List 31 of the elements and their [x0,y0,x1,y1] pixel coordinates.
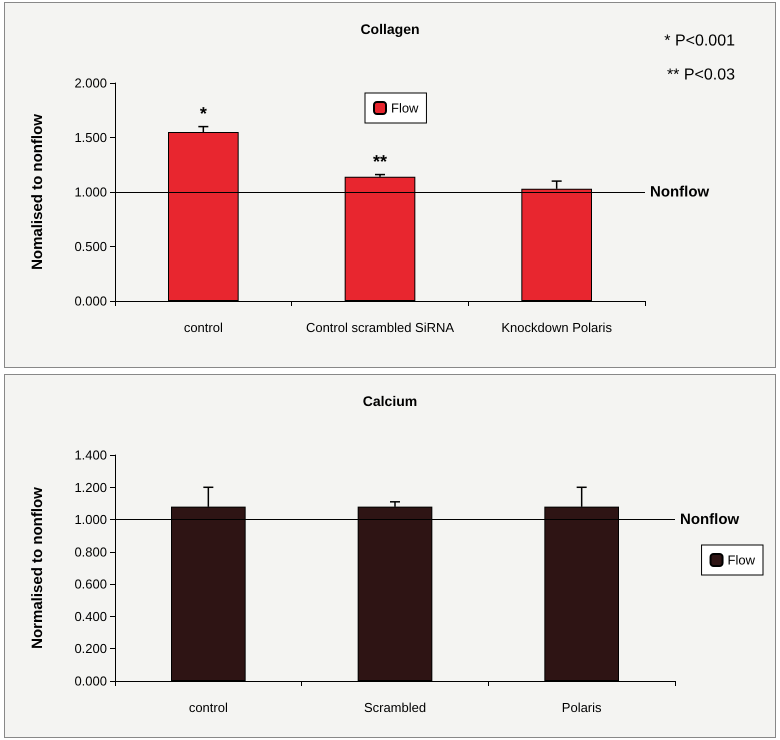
ref-line-label: Nonflow [650,184,710,200]
x-tick-label: Knockdown Polaris [501,320,612,335]
y-tick-label: 1.000 [74,512,107,528]
y-tick-label: 0.000 [74,294,107,308]
y-tick-label: 2.000 [74,76,107,90]
x-tick-label: Control scrambled SiRNA [306,320,454,335]
x-tick-label: control [184,320,223,335]
legend-label: Flow [391,100,420,116]
ref-line-label: Nonflow [680,511,740,528]
text: * P<0.001 [664,32,736,50]
y-tick-label: 0.800 [74,544,107,560]
y-tick-label: 1.400 [74,448,107,462]
y-tick-label: 1.500 [74,130,107,145]
y-axis-title: Normalised to nonflow [29,486,46,649]
annotation: * [200,104,207,124]
text: ** P<0.03 [666,66,736,84]
y-tick-label: 0.400 [74,608,107,624]
annotation: ** [372,152,388,172]
y-tick-label: 0.600 [74,576,107,592]
y-tick-label: 0.200 [74,641,107,656]
legend-label: Flow [728,552,756,568]
chart-title: Collagen [360,21,420,37]
y-tick-label: 0.000 [74,674,107,688]
x-tick-label: control [188,700,228,715]
x-tick-label: Scrambled [364,700,426,715]
y-tick-label: 0.500 [74,239,107,254]
y-axis-title: Nomalised to nonflow [29,114,46,270]
chart-title: Calcium [362,393,418,409]
y-tick-label: 1.000 [74,184,107,200]
x-tick-label: Polaris [562,700,602,715]
y-tick-label: 1.200 [74,480,107,495]
